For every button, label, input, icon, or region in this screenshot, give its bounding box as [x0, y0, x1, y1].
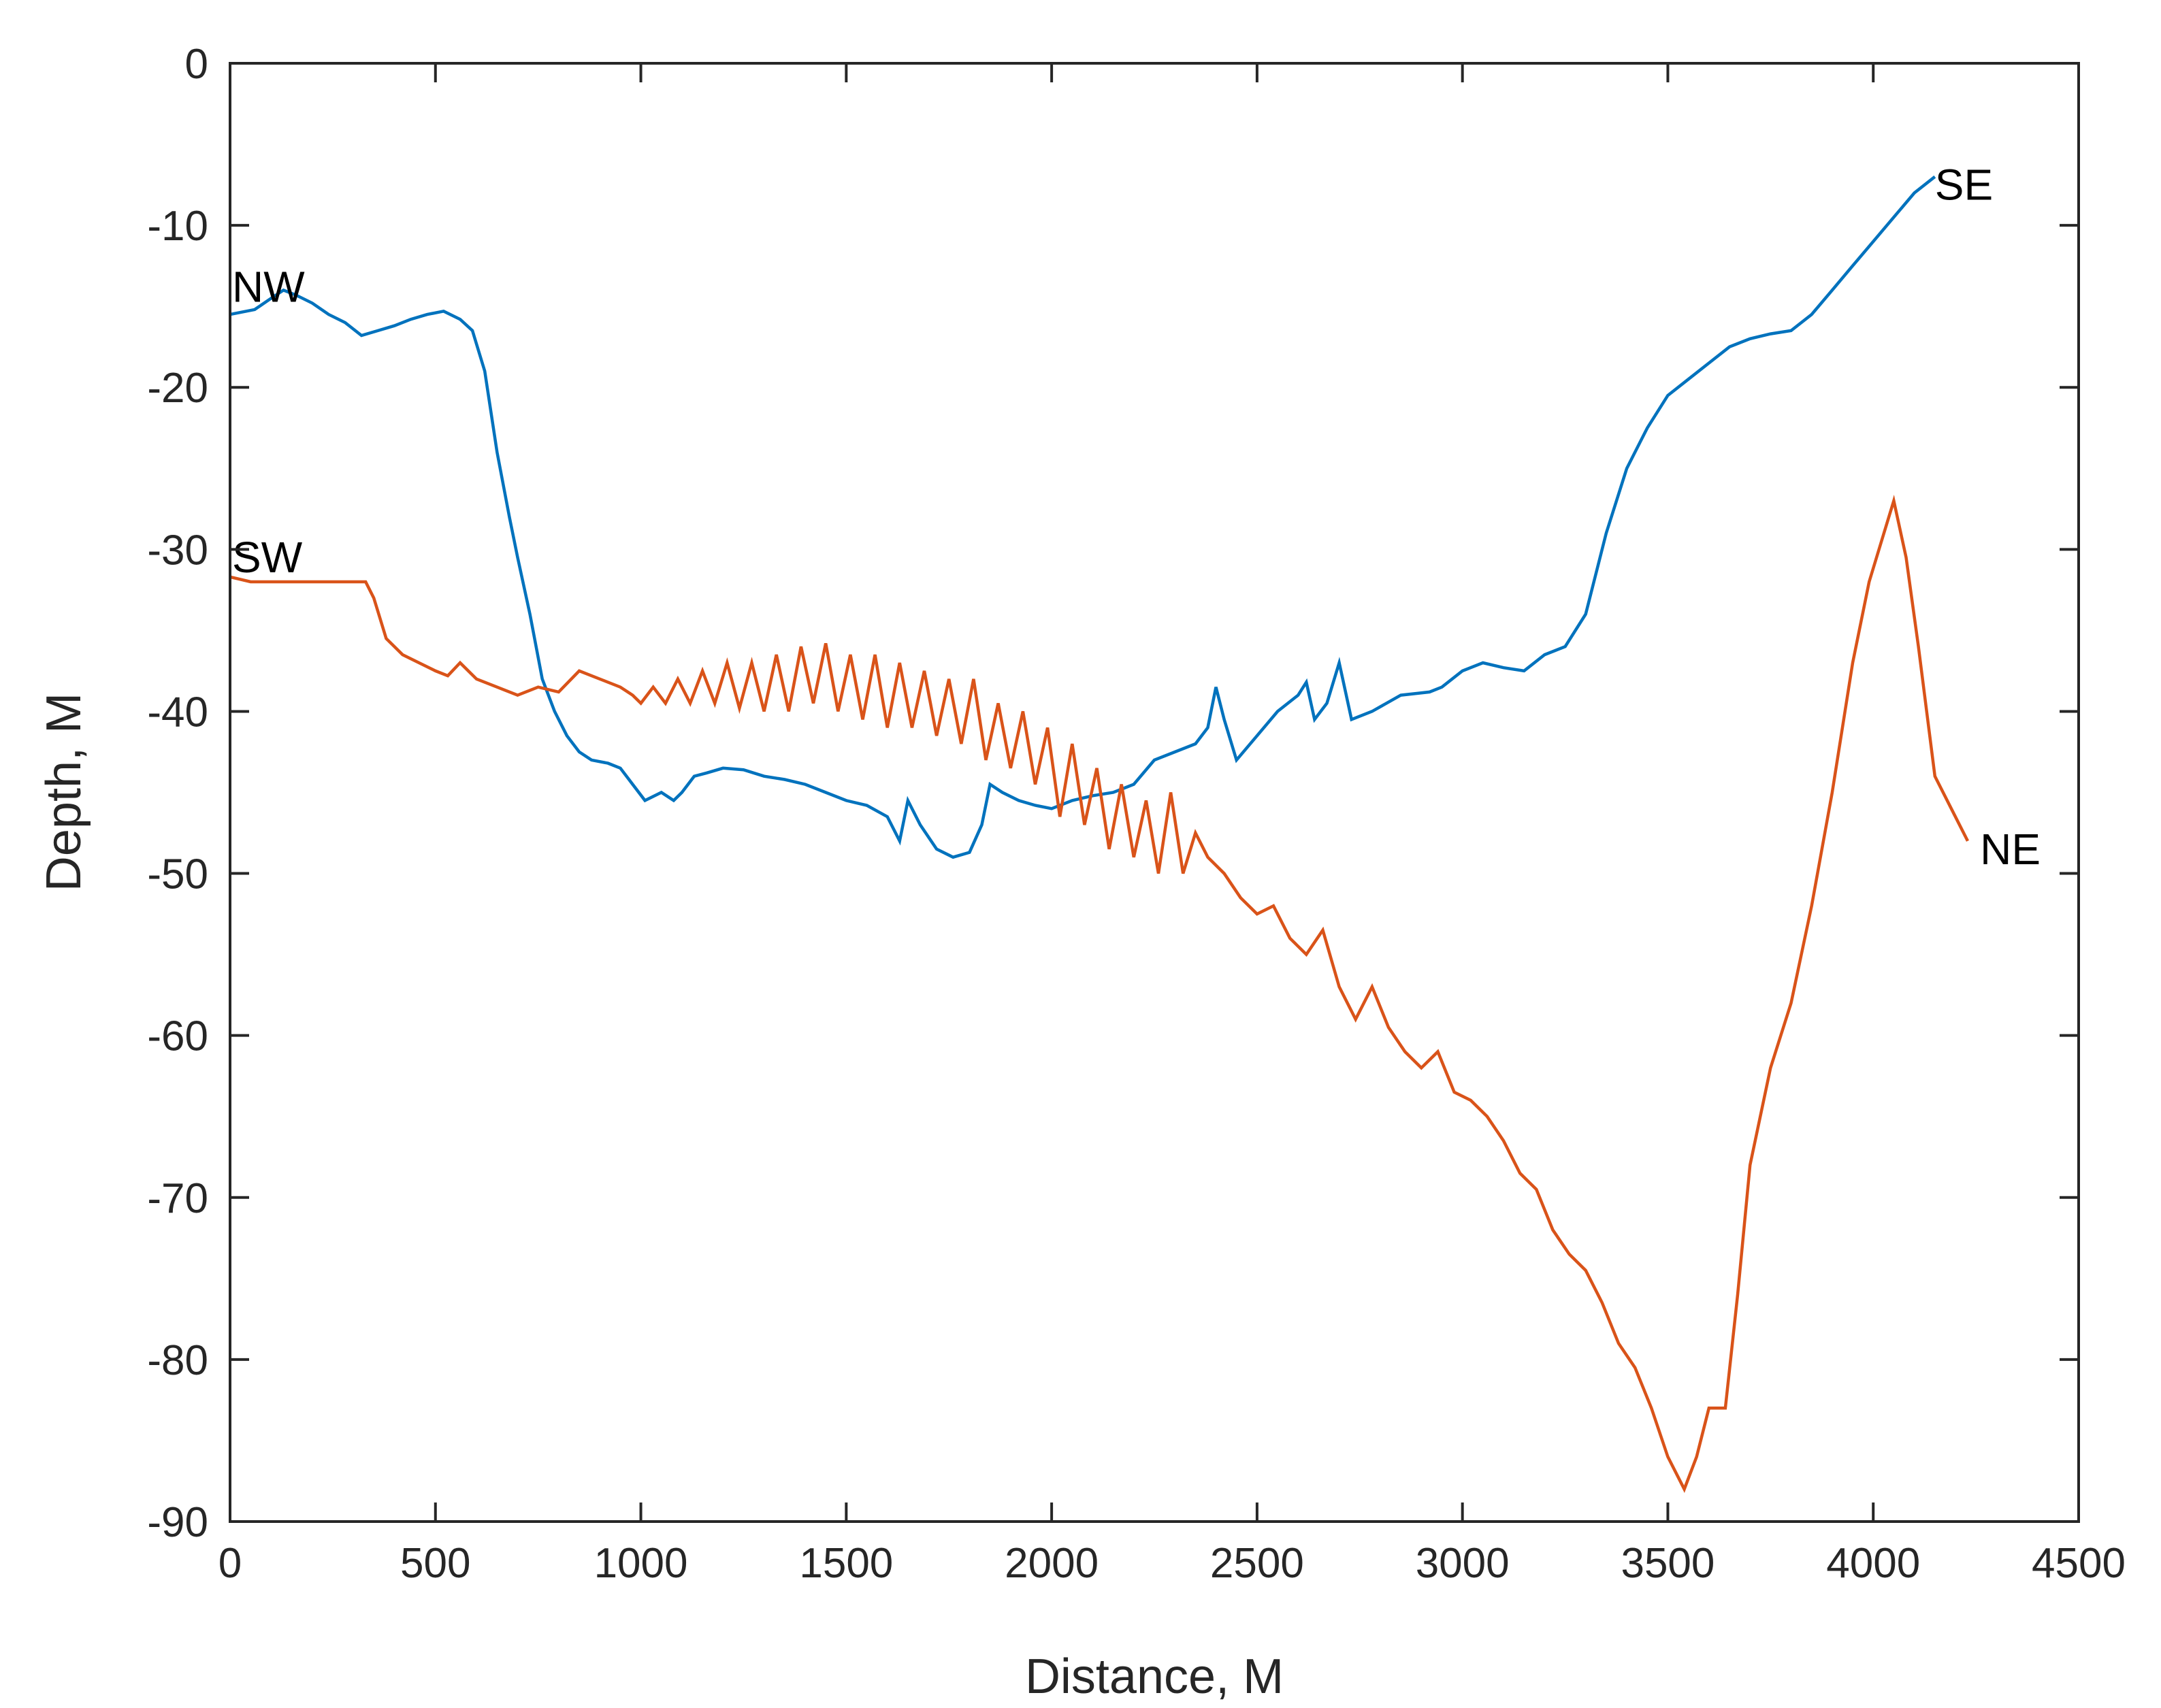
annotation-nw: NW [232, 263, 305, 312]
x-tick-label: 3500 [1621, 1540, 1715, 1587]
y-tick-label: -40 [147, 689, 208, 736]
x-tick-label: 1500 [799, 1540, 893, 1587]
x-tick-label: 0 [218, 1540, 242, 1587]
y-tick-label: -20 [147, 365, 208, 412]
annotation-layer: NW SE SW NE [232, 161, 2041, 874]
series-line-0 [229, 175, 1936, 859]
y-tick-label: -70 [147, 1175, 208, 1222]
annotation-ne: NE [1980, 825, 2041, 874]
series-line-1 [229, 494, 1970, 1493]
x-tick-label: 2500 [1210, 1540, 1304, 1587]
y-tick-label: -50 [147, 851, 208, 898]
y-tick-label: -80 [147, 1337, 208, 1384]
plot-area-frame [229, 62, 2080, 1523]
annotation-se: SE [1935, 161, 1993, 210]
annotation-sw: SW [232, 533, 303, 582]
x-axis-title: Distance, M [1025, 1649, 1284, 1704]
x-tick-label: 4500 [2032, 1540, 2126, 1587]
x-tick-label: 4000 [1826, 1540, 1920, 1587]
y-tick-label: -60 [147, 1013, 208, 1060]
y-tick-label: -10 [147, 203, 208, 250]
y-tick-label: -30 [147, 527, 208, 574]
x-tick-label: 500 [400, 1540, 470, 1587]
series-layer [229, 175, 1970, 1493]
y-axis-title: Depth, M [37, 693, 91, 891]
y-tick-label: 0 [185, 41, 208, 88]
tick-layer: 0 500 1000 1500 2000 2500 3000 3500 4000 4500 0 -10… [147, 41, 2126, 1587]
y-tick-label: -90 [147, 1499, 208, 1546]
x-tick-label: 2000 [1005, 1540, 1099, 1587]
x-tick-label: 1000 [594, 1540, 688, 1587]
x-tick-label: 3000 [1416, 1540, 1510, 1587]
